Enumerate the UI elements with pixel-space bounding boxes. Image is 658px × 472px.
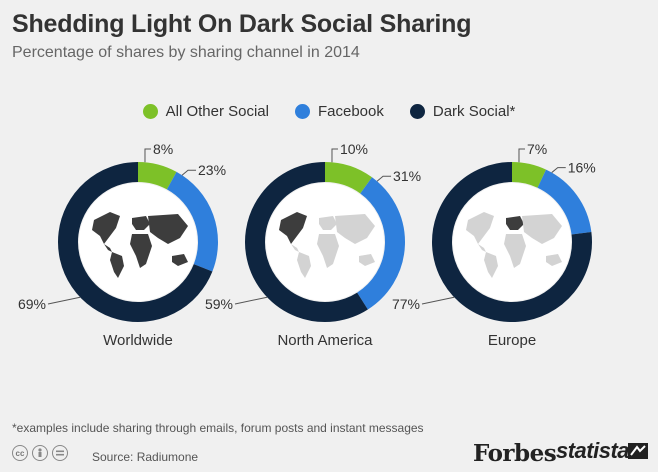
legend-item-facebook: Facebook (294, 103, 384, 120)
statista-logo-mark-icon (628, 443, 648, 459)
map-asia (522, 214, 562, 244)
map-europe (319, 216, 337, 230)
map-africa (317, 234, 339, 268)
legend-dot-facebook (294, 104, 310, 119)
label-leader-line (181, 169, 197, 176)
statista-logo: statista (556, 438, 630, 463)
label-leader-line (234, 296, 268, 305)
data-label: 7% (527, 141, 547, 157)
map-central-america (478, 244, 486, 252)
label-leader-line (518, 148, 525, 163)
donut-segment-dark-social (432, 162, 592, 322)
region-label: Worldwide (103, 332, 173, 349)
map-australia (546, 254, 562, 266)
donut-segment-dark-social (58, 162, 213, 322)
footnote: *examples include sharing through emails… (12, 421, 424, 435)
forbes-logo: Forbes (473, 440, 557, 467)
legend-dot-dark-social (409, 104, 425, 119)
label-leader-line (331, 148, 338, 163)
donut-segment-facebook (166, 171, 218, 272)
data-label: 69% (18, 296, 46, 312)
donut-segment-facebook (356, 177, 405, 310)
equals-icon[interactable] (52, 445, 68, 461)
world-map-icon (92, 212, 188, 278)
donut-segment-facebook (537, 169, 592, 235)
map-asia (148, 214, 188, 244)
world-map-icon (279, 212, 375, 278)
region-label: North America (277, 332, 373, 349)
map-south-america (110, 252, 124, 278)
donut-chart-north-america: 10% 31% 59% North America (205, 141, 421, 349)
donut-chart-worldwide: 8% 23% 69% Worldwide (18, 141, 226, 349)
license-icons: cc (12, 445, 68, 461)
map-south-america (297, 252, 311, 278)
data-label: 10% (340, 141, 368, 157)
map-north-america (466, 212, 494, 244)
world-map-icon (466, 212, 562, 278)
donut-charts: 8% 23% 69% Worldwide 10% 31% 59% North America 7… (18, 141, 596, 349)
label-leader-line (551, 167, 566, 173)
map-europe (132, 216, 150, 230)
legend-item-dark-social: Dark Social* (409, 103, 516, 120)
source-text: Source: Radiumone (92, 450, 199, 464)
donut-segment-all-other-social (324, 162, 373, 194)
donut-segment-all-other-social (511, 162, 547, 188)
data-label: 77% (392, 296, 420, 312)
cc-icon[interactable]: cc (12, 445, 28, 461)
map-north-america (279, 212, 307, 244)
data-label: 8% (153, 141, 173, 157)
label-leader-line (376, 175, 392, 182)
data-label: 59% (205, 296, 233, 312)
legend-label: All Other Social (165, 103, 269, 120)
legend-dot-other-social (142, 104, 158, 119)
chart-subtitle: Percentage of shares by sharing channel … (12, 44, 360, 61)
map-australia (359, 254, 375, 266)
label-leader-line (421, 296, 455, 305)
map-africa (504, 234, 526, 268)
by-icon[interactable] (32, 445, 48, 461)
region-label: Europe (488, 332, 536, 349)
map-north-america (92, 212, 120, 244)
data-label: 31% (393, 168, 421, 184)
legend-item-other-social: All Other Social (142, 103, 269, 120)
map-asia (335, 214, 375, 244)
map-central-america (104, 244, 112, 252)
map-africa (130, 234, 152, 268)
label-leader-line (144, 148, 151, 163)
map-south-america (484, 252, 498, 278)
donut-chart-europe: 7% 16% 77% Europe (392, 141, 596, 349)
chart-title: Shedding Light On Dark Social Sharing (12, 10, 472, 38)
legend: All Other Social Facebook Dark Social* (0, 103, 658, 120)
data-label: 23% (198, 162, 226, 178)
map-australia (172, 254, 188, 266)
legend-label: Facebook (317, 103, 384, 120)
label-leader-line (47, 296, 81, 305)
data-label: 16% (568, 160, 596, 176)
donut-segment-all-other-social (137, 162, 177, 190)
map-central-america (291, 244, 299, 252)
map-europe (506, 216, 524, 230)
legend-label: Dark Social* (432, 103, 516, 120)
donut-segment-dark-social (245, 162, 368, 322)
